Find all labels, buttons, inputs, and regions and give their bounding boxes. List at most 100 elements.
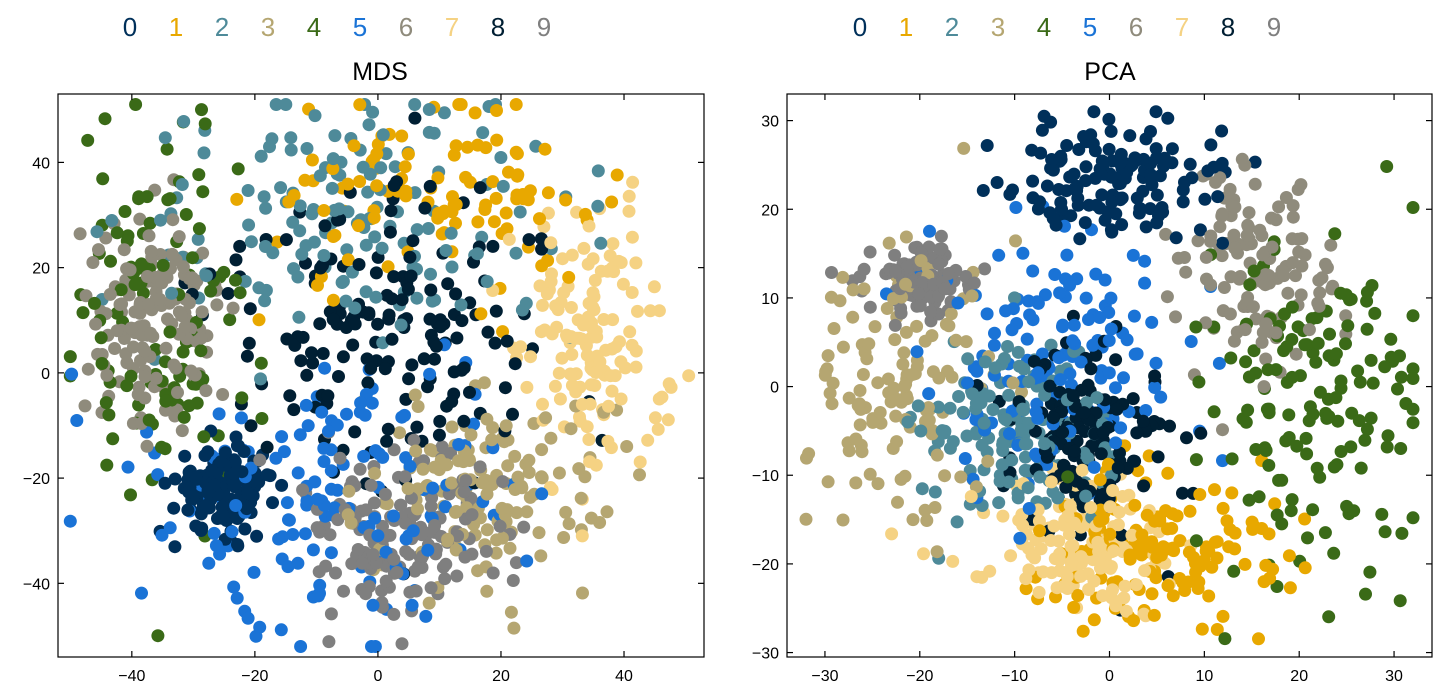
pca-point-digit-7 [1004, 549, 1018, 563]
mds-point-digit-2 [470, 247, 484, 261]
mds-point-digit-1 [490, 104, 503, 117]
pca-point-digit-6 [1159, 227, 1173, 241]
pca-point-digit-3 [905, 368, 919, 381]
pca-point-digit-7 [1118, 579, 1132, 593]
pca-point-digit-1 [1238, 557, 1252, 571]
pca-point-digit-8 [1109, 353, 1123, 367]
pca-point-digit-7 [1034, 542, 1048, 556]
mds-point-digit-9 [496, 475, 510, 489]
mds-point-digit-1 [353, 175, 367, 188]
pca-point-digit-5 [1020, 332, 1034, 346]
mds-point-digit-5 [229, 499, 243, 512]
mds-point-digit-4 [142, 413, 156, 427]
pca-point-digit-3 [855, 445, 869, 459]
pca-point-digit-3 [888, 333, 902, 347]
pca-point-digit-6 [1238, 158, 1252, 172]
mds-point-digit-3 [584, 511, 598, 525]
mds-point-digit-4 [81, 133, 95, 147]
mds-point-digit-1 [317, 204, 331, 217]
mds-x-ticks: −40 −20 0 20 40 [118, 94, 633, 685]
mds-point-digit-8 [313, 317, 327, 331]
pca-point-digit-6 [1169, 310, 1182, 324]
mds-point-digit-5 [281, 560, 295, 574]
mds-point-digit-1 [381, 260, 395, 274]
mds-point-digit-5 [423, 367, 437, 381]
pca-point-digit-4 [1364, 353, 1378, 367]
pca-point-digit-4 [1358, 433, 1372, 447]
pca-point-digit-2 [995, 458, 1009, 472]
mds-point-digit-4 [128, 278, 142, 292]
pca-point-digit-0 [1198, 192, 1212, 206]
pca-point-digit-3 [836, 270, 850, 284]
mds-point-digit-1 [502, 165, 515, 179]
pca-point-digit-0 [980, 139, 994, 152]
mds-point-digit-4 [106, 432, 120, 446]
mds-point-digit-8 [385, 332, 399, 346]
pca-point-digit-4 [1393, 594, 1407, 608]
pca-point-digit-2 [999, 413, 1013, 427]
mds-point-digit-2 [368, 230, 382, 244]
mds-point-digit-4 [95, 357, 109, 370]
mds-point-digit-6 [138, 370, 152, 384]
pca-point-digit-1 [1076, 624, 1090, 638]
pca-point-digit-0 [1060, 139, 1074, 152]
pca-point-digit-2 [956, 405, 970, 419]
pca-point-digit-5 [1031, 411, 1045, 425]
pca-point-digit-3 [849, 432, 863, 446]
mds-point-digit-4 [235, 391, 249, 405]
pca-point-digit-1 [1210, 535, 1224, 549]
mds-point-digit-8 [421, 380, 434, 394]
pca-point-digit-0 [1098, 213, 1112, 227]
pca-point-digit-8 [1148, 369, 1162, 383]
pca-point-digit-7 [946, 554, 960, 568]
mds-point-digit-3 [422, 596, 436, 610]
mds-point-digit-2 [591, 199, 605, 213]
pca-point-digit-3 [821, 475, 835, 489]
pca-point-digit-5 [1016, 246, 1030, 260]
pca-point-digit-4 [1406, 201, 1420, 214]
mds-point-digit-8 [473, 181, 487, 195]
mds-point-digit-6 [169, 361, 183, 375]
mds-point-digit-7 [590, 330, 604, 344]
pca-point-digit-1 [1019, 582, 1033, 596]
pca-point-digit-0 [1125, 158, 1139, 172]
mds-point-digit-0 [189, 470, 203, 484]
pca-point-digit-4 [1328, 227, 1342, 241]
mds-point-digit-3 [535, 471, 549, 485]
mds-point-digit-3 [480, 412, 494, 426]
mds-point-digit-0 [231, 439, 245, 453]
mds-point-digit-2 [305, 207, 319, 221]
pca-point-digit-2 [986, 403, 1000, 417]
pca-point-digit-5 [922, 387, 936, 401]
mds-point-digit-4 [114, 283, 128, 297]
mds-point-digit-9 [337, 584, 350, 598]
pca-point-digit-2 [1018, 463, 1032, 477]
mds-point-digit-5 [286, 528, 300, 541]
mds-point-digit-5 [291, 466, 305, 480]
mds-point-digit-1 [398, 160, 412, 174]
pca-point-digit-0 [1035, 123, 1049, 137]
pca-point-digit-0 [1204, 138, 1218, 152]
mds-point-digit-1 [367, 211, 381, 225]
mds-point-digit-7 [544, 236, 558, 250]
mds-point-digit-4 [182, 399, 196, 413]
pca-point-digit-6 [1191, 234, 1205, 248]
pca-point-digit-3 [871, 477, 885, 491]
pca-point-digit-3 [836, 340, 850, 354]
pca-point-digit-1 [1222, 540, 1236, 554]
mds-point-digit-9 [493, 519, 507, 533]
mds-point-digit-3 [508, 449, 522, 463]
pca-point-digit-0 [1150, 151, 1164, 165]
mds-point-digit-9 [387, 552, 401, 566]
mds-point-digit-4 [179, 208, 193, 221]
mds-point-digit-7 [655, 390, 669, 404]
mds-point-digit-5 [65, 367, 79, 381]
pca-point-digit-0 [1044, 115, 1058, 129]
mds-point-digit-3 [485, 433, 499, 447]
mds-point-digit-3 [515, 481, 529, 495]
pca-point-digit-6 [1269, 326, 1283, 340]
pca-point-digit-6 [1312, 299, 1326, 313]
pca-point-digit-5 [1117, 371, 1130, 385]
pca-panel: 0 1 2 3 4 5 6 7 8 9 PCA −30 −20 −10 0 10 20 30 −30 −20 −1… [752, 12, 1433, 685]
pca-point-digit-3 [871, 376, 885, 390]
